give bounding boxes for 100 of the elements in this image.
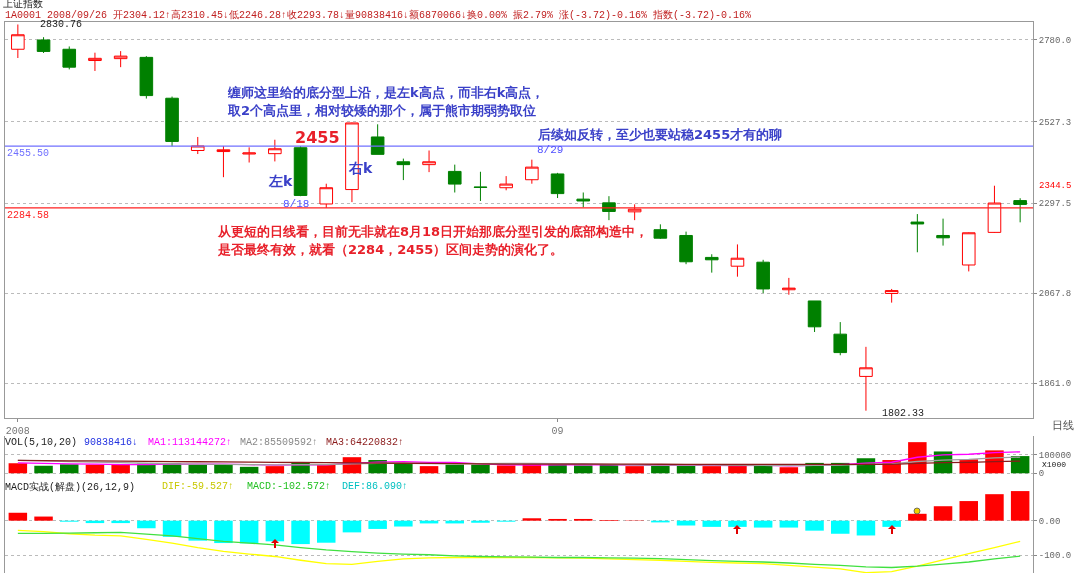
bar — [394, 520, 413, 527]
candlestick — [679, 231, 693, 265]
ref-line-label: 2284.58 — [7, 210, 50, 221]
bar — [317, 520, 336, 543]
bar — [111, 464, 130, 474]
candlestick — [782, 277, 796, 296]
annotation: 取2个高点里，相对较矮的那个，属于熊市期弱势取位 — [227, 103, 537, 118]
annotation: 从更短的日线看，目前无非就在8月18日开始那底分型引发的底部构造中， — [217, 224, 649, 239]
annotation: 是否最终有效，就看（2284，2455）区间走势的演化了。 — [217, 242, 564, 257]
bar — [419, 466, 439, 474]
ref-line-label: 2455.50 — [7, 148, 50, 159]
candlestick — [525, 159, 539, 185]
candlestick — [1013, 197, 1027, 223]
candlestick — [499, 175, 513, 191]
candlestick — [319, 183, 334, 209]
candlestick — [422, 150, 436, 173]
candlestick — [139, 55, 154, 100]
y-tick-label: 2527.3 — [1038, 117, 1072, 128]
bar — [805, 520, 824, 531]
y-tick-label: 100000 — [1038, 450, 1072, 461]
candlestick — [242, 146, 256, 163]
annotation: 8/29 — [537, 144, 564, 156]
bar — [368, 520, 387, 529]
candlestick — [165, 96, 179, 147]
candlestick — [473, 171, 488, 202]
y-tick-label: 0 — [1038, 469, 1045, 480]
bar — [779, 520, 799, 528]
candlestick — [859, 346, 873, 412]
y-tick-label: 1861.0 — [1038, 379, 1072, 390]
bar — [933, 506, 953, 521]
candlestick — [987, 185, 1002, 234]
candlestick — [88, 52, 102, 72]
candlestick — [11, 23, 25, 59]
candlestick — [653, 223, 668, 240]
annotation: 后续如反转，至少也要站稳2455才有的聊 — [537, 127, 783, 142]
bar — [239, 466, 259, 474]
bar — [548, 464, 567, 474]
candlestick — [447, 164, 462, 193]
candlestick — [704, 253, 719, 274]
y-tick-label: 0.00 — [1038, 516, 1061, 527]
bar — [908, 513, 927, 521]
x-tick-label: 09 — [551, 426, 564, 437]
bar — [394, 463, 413, 474]
bar — [471, 520, 490, 523]
bar — [702, 520, 721, 527]
bar — [779, 467, 799, 474]
bar — [1010, 491, 1030, 521]
candlestick — [936, 218, 950, 247]
bar — [496, 465, 516, 474]
text: X1000 — [1042, 460, 1067, 469]
annotation: DEF:86.090↑ — [342, 481, 409, 492]
candlestick — [370, 123, 385, 155]
bar — [60, 464, 79, 474]
bar — [214, 464, 233, 474]
bar — [8, 512, 28, 521]
bar — [959, 501, 978, 521]
chart-title: 上证指数 — [3, 0, 44, 10]
candlestick — [756, 259, 770, 294]
bar — [728, 465, 747, 474]
bar — [34, 516, 53, 521]
bar — [214, 520, 233, 544]
candlestick — [36, 36, 51, 54]
text: 日线 — [1052, 419, 1074, 432]
bar — [342, 520, 362, 533]
annotation: 90838416↓ — [84, 437, 139, 448]
bar — [625, 466, 644, 474]
bar — [239, 520, 259, 544]
bar — [471, 464, 490, 474]
bar — [188, 464, 207, 474]
text: 2344.5 — [1039, 181, 1072, 191]
annotation: 左k — [268, 173, 293, 189]
y-tick-label: 2067.8 — [1038, 289, 1072, 300]
candlestick — [730, 243, 745, 278]
bar — [702, 466, 721, 474]
bar — [265, 466, 285, 474]
annotation: MA1:113144272↑ — [148, 437, 233, 448]
candlestick — [268, 139, 282, 162]
annotation: MA2:85509592↑ — [240, 437, 319, 448]
annotation: 2830.76 — [40, 19, 83, 30]
annotation: 缠师这里给的底分型上沿，是左k高点，而非右k高点， — [227, 85, 545, 100]
candlestick — [833, 321, 848, 356]
candlestick — [884, 288, 899, 304]
annotation: MA3:64220832↑ — [326, 437, 405, 448]
bar — [85, 464, 105, 474]
bar — [728, 520, 747, 527]
bar — [34, 465, 53, 474]
bar — [856, 520, 876, 536]
bar — [753, 520, 773, 528]
x-tick-label: 2008 — [5, 426, 30, 437]
bar — [265, 520, 285, 542]
bar — [522, 518, 542, 521]
annotation: 8/18 — [283, 198, 310, 210]
candlestick — [961, 231, 976, 272]
annotation: 2455 — [295, 128, 340, 147]
bar — [291, 520, 310, 545]
annotation: MACD:-102.572↑ — [247, 481, 332, 492]
candlestick — [550, 172, 565, 199]
bar — [445, 464, 464, 474]
annotation: 1802.33 — [882, 408, 925, 419]
candlestick — [113, 50, 128, 68]
